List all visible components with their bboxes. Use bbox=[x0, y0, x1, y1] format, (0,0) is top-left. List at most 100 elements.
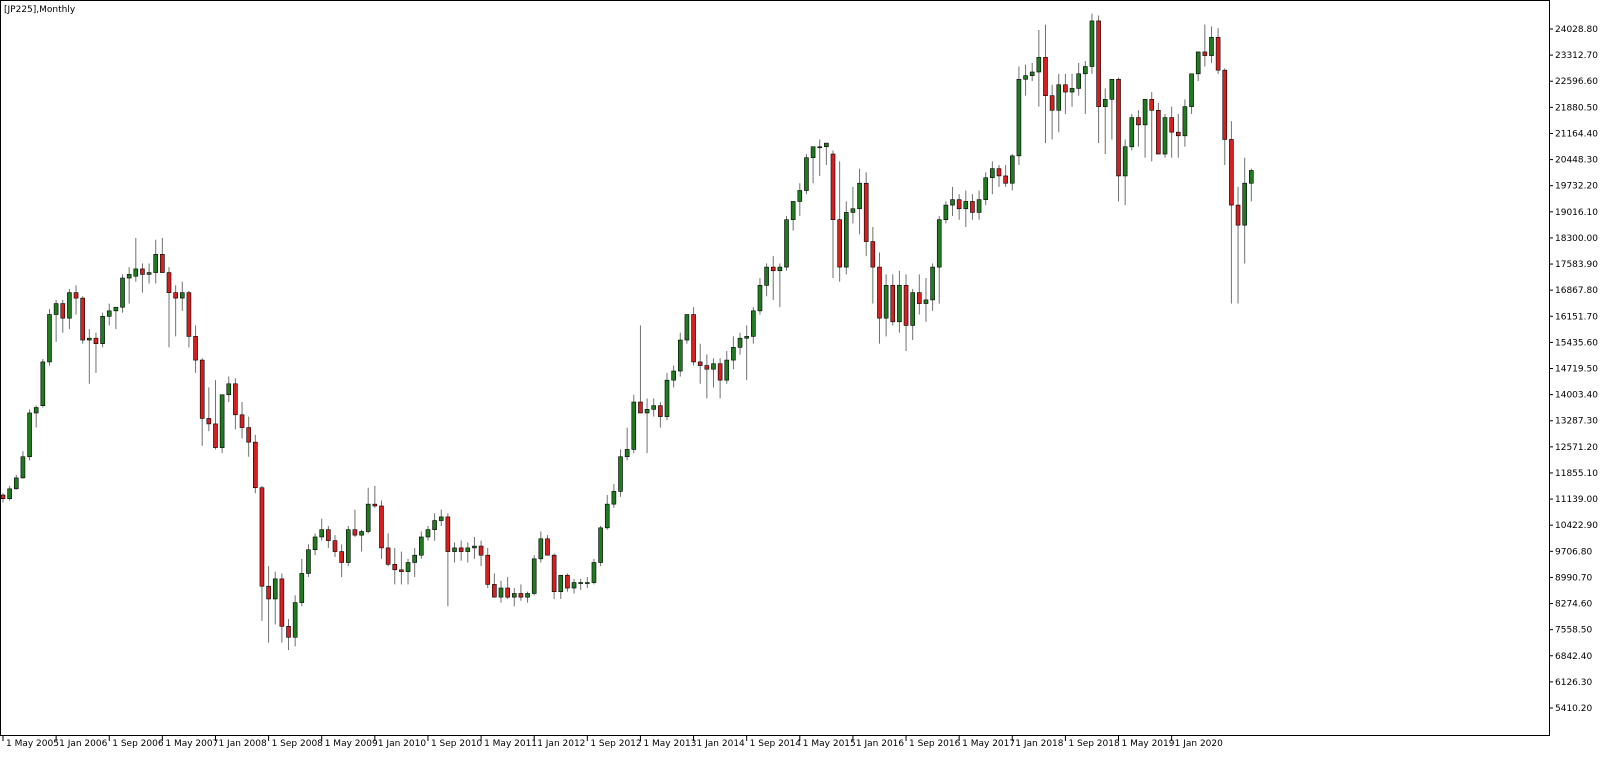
price-tick-label: 11139.00 bbox=[1555, 495, 1598, 505]
candle-body bbox=[1016, 78, 1022, 157]
candle bbox=[797, 183, 803, 217]
candle bbox=[345, 526, 351, 567]
candle-body bbox=[113, 306, 119, 312]
candle-body bbox=[671, 370, 676, 381]
candle bbox=[1182, 99, 1188, 147]
candle bbox=[239, 402, 245, 439]
candle bbox=[956, 194, 962, 220]
candle bbox=[890, 274, 896, 326]
candle bbox=[963, 190, 969, 227]
candle bbox=[372, 485, 378, 508]
candle bbox=[120, 274, 125, 313]
candle bbox=[950, 186, 955, 217]
candle-body bbox=[545, 538, 550, 556]
candle bbox=[199, 358, 205, 446]
candle bbox=[651, 398, 657, 417]
candle-body bbox=[153, 254, 159, 273]
candle-body bbox=[857, 182, 862, 210]
candle-body bbox=[936, 219, 942, 268]
price-tick-label: 6126.30 bbox=[1555, 678, 1592, 688]
chart-title: [JP225],Monthly bbox=[4, 5, 76, 15]
candle-body bbox=[585, 582, 590, 584]
candle bbox=[1242, 157, 1247, 264]
candle bbox=[1129, 113, 1135, 151]
candle bbox=[824, 142, 829, 165]
candle-body bbox=[339, 551, 344, 563]
candle bbox=[339, 544, 344, 578]
candle-body bbox=[379, 505, 384, 549]
price-tick-label: 14719.50 bbox=[1555, 365, 1598, 375]
candle-body bbox=[850, 208, 856, 213]
candle-body bbox=[73, 292, 79, 299]
candle-body bbox=[279, 578, 285, 627]
candle bbox=[551, 553, 557, 599]
candle-body bbox=[591, 562, 597, 583]
candle-body bbox=[711, 363, 716, 370]
candle bbox=[585, 577, 590, 589]
candle bbox=[1175, 113, 1181, 158]
candle-body bbox=[326, 529, 331, 541]
price-tick-label: 14003.40 bbox=[1555, 391, 1598, 401]
candle-body bbox=[67, 292, 72, 319]
candle-body bbox=[1215, 37, 1221, 71]
candle bbox=[976, 190, 982, 220]
candle-body bbox=[1083, 66, 1088, 75]
candle bbox=[379, 500, 384, 559]
candle-body bbox=[199, 359, 205, 419]
candle-body bbox=[1162, 117, 1168, 155]
price-tick-label: 12571.20 bbox=[1555, 443, 1598, 453]
candle-body bbox=[1189, 73, 1194, 107]
price-tick-label: 8274.60 bbox=[1555, 600, 1592, 610]
candle-body bbox=[538, 538, 544, 560]
price-tick-label: 7558.50 bbox=[1555, 626, 1592, 636]
candle bbox=[392, 547, 398, 585]
candle bbox=[1029, 62, 1035, 82]
candle bbox=[40, 359, 46, 408]
candle-body bbox=[206, 418, 212, 425]
candle bbox=[186, 290, 192, 348]
candle-body bbox=[133, 268, 139, 277]
candle bbox=[664, 372, 670, 421]
candle bbox=[412, 547, 417, 578]
candle-body bbox=[631, 401, 637, 450]
candle-body bbox=[558, 574, 564, 592]
candle-body bbox=[299, 573, 305, 603]
candle bbox=[452, 542, 457, 563]
candle bbox=[631, 394, 637, 454]
candle-body bbox=[1029, 71, 1035, 76]
price-tick-label: 9706.80 bbox=[1555, 547, 1592, 557]
candle-body bbox=[1023, 75, 1028, 80]
candle bbox=[272, 571, 278, 625]
candle-body bbox=[618, 456, 623, 492]
candle bbox=[219, 394, 225, 454]
candle bbox=[790, 201, 796, 231]
candle-body bbox=[1202, 51, 1208, 56]
candle-body bbox=[877, 266, 882, 319]
time-tick-label: 1 Sep 2016 bbox=[909, 739, 961, 749]
candle-body bbox=[405, 562, 411, 572]
candle-body bbox=[498, 587, 504, 598]
candle bbox=[1142, 99, 1148, 158]
candle-body bbox=[140, 268, 145, 275]
candle-body bbox=[27, 412, 32, 458]
candle bbox=[1229, 121, 1234, 304]
candle-body bbox=[445, 516, 451, 552]
candle bbox=[565, 573, 570, 592]
candle bbox=[704, 354, 710, 399]
candle-body bbox=[173, 292, 178, 299]
candle-body bbox=[1036, 57, 1042, 73]
candle bbox=[140, 263, 145, 293]
time-tick-label: 1 May 2005 bbox=[6, 739, 59, 749]
candle bbox=[306, 544, 311, 578]
candle bbox=[279, 573, 285, 643]
candle-body bbox=[897, 285, 902, 323]
time-tick-label: 1 Sep 2006 bbox=[112, 739, 164, 749]
candle bbox=[193, 325, 198, 373]
candle bbox=[830, 150, 836, 279]
price-tick-label: 15435.60 bbox=[1555, 338, 1598, 348]
candle-body bbox=[186, 292, 192, 337]
candle bbox=[917, 274, 922, 315]
time-tick-label: 1 Jan 2012 bbox=[537, 739, 585, 749]
candle-body bbox=[505, 587, 510, 598]
